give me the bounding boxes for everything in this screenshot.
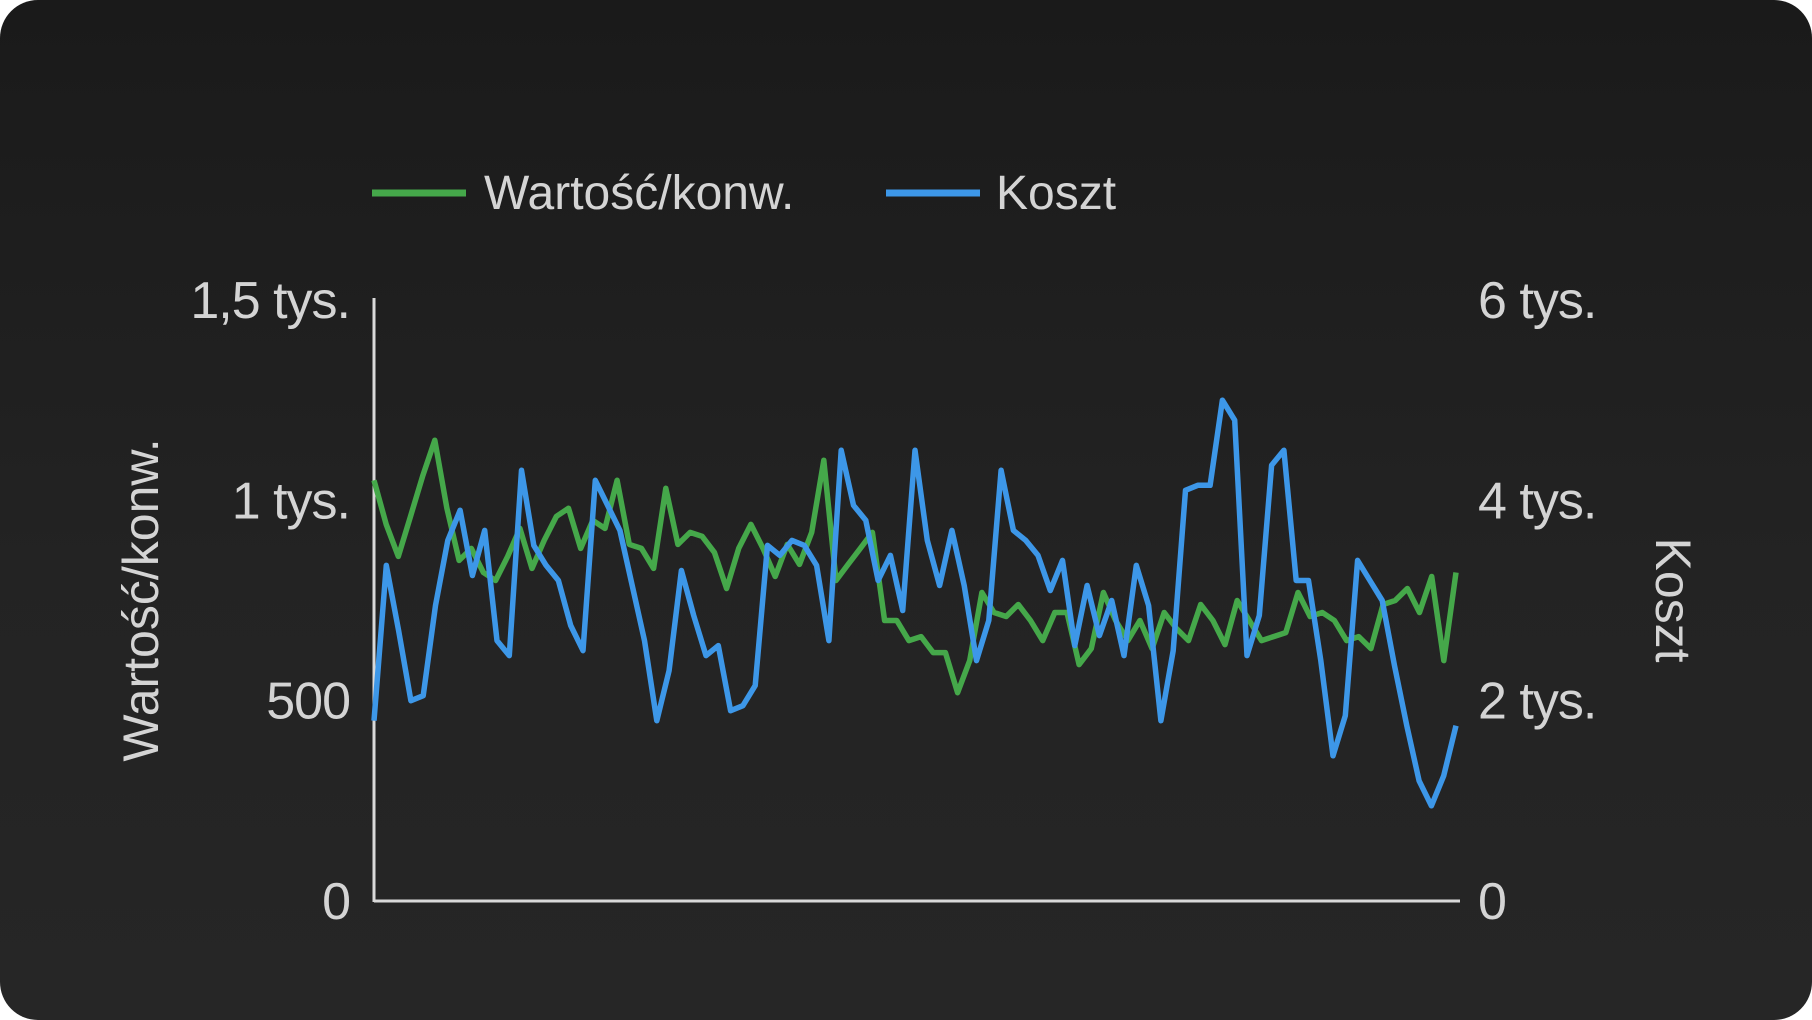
right-tick-label: 2 tys. — [1478, 673, 1596, 731]
series-line-wartosc — [371, 437, 1459, 696]
left-tick-label: 500 — [266, 673, 350, 731]
left-tick-label: 0 — [322, 873, 350, 931]
left-tick-label: 1,5 tys. — [190, 272, 350, 330]
left-tick-label: 1 tys. — [232, 472, 350, 530]
legend-label-koszt: Koszt — [996, 167, 1116, 220]
left-axis-title: Wartość/konw. — [113, 438, 169, 761]
right-tick-label: 6 tys. — [1478, 272, 1596, 330]
legend: Wartość/konw. Koszt — [372, 167, 1116, 220]
right-tick-label: 0 — [1478, 873, 1506, 931]
right-tick-label: 4 tys. — [1478, 472, 1596, 530]
series-line-koszt — [371, 397, 1459, 809]
right-axis-title: Koszt — [1645, 537, 1701, 662]
legend-label-wartosc: Wartość/konw. — [484, 167, 794, 220]
right-axis-ticks: 0 2 tys. 4 tys. 6 tys. — [1478, 272, 1597, 931]
left-axis-ticks: 0 500 1 tys. 1,5 tys. — [190, 272, 351, 931]
